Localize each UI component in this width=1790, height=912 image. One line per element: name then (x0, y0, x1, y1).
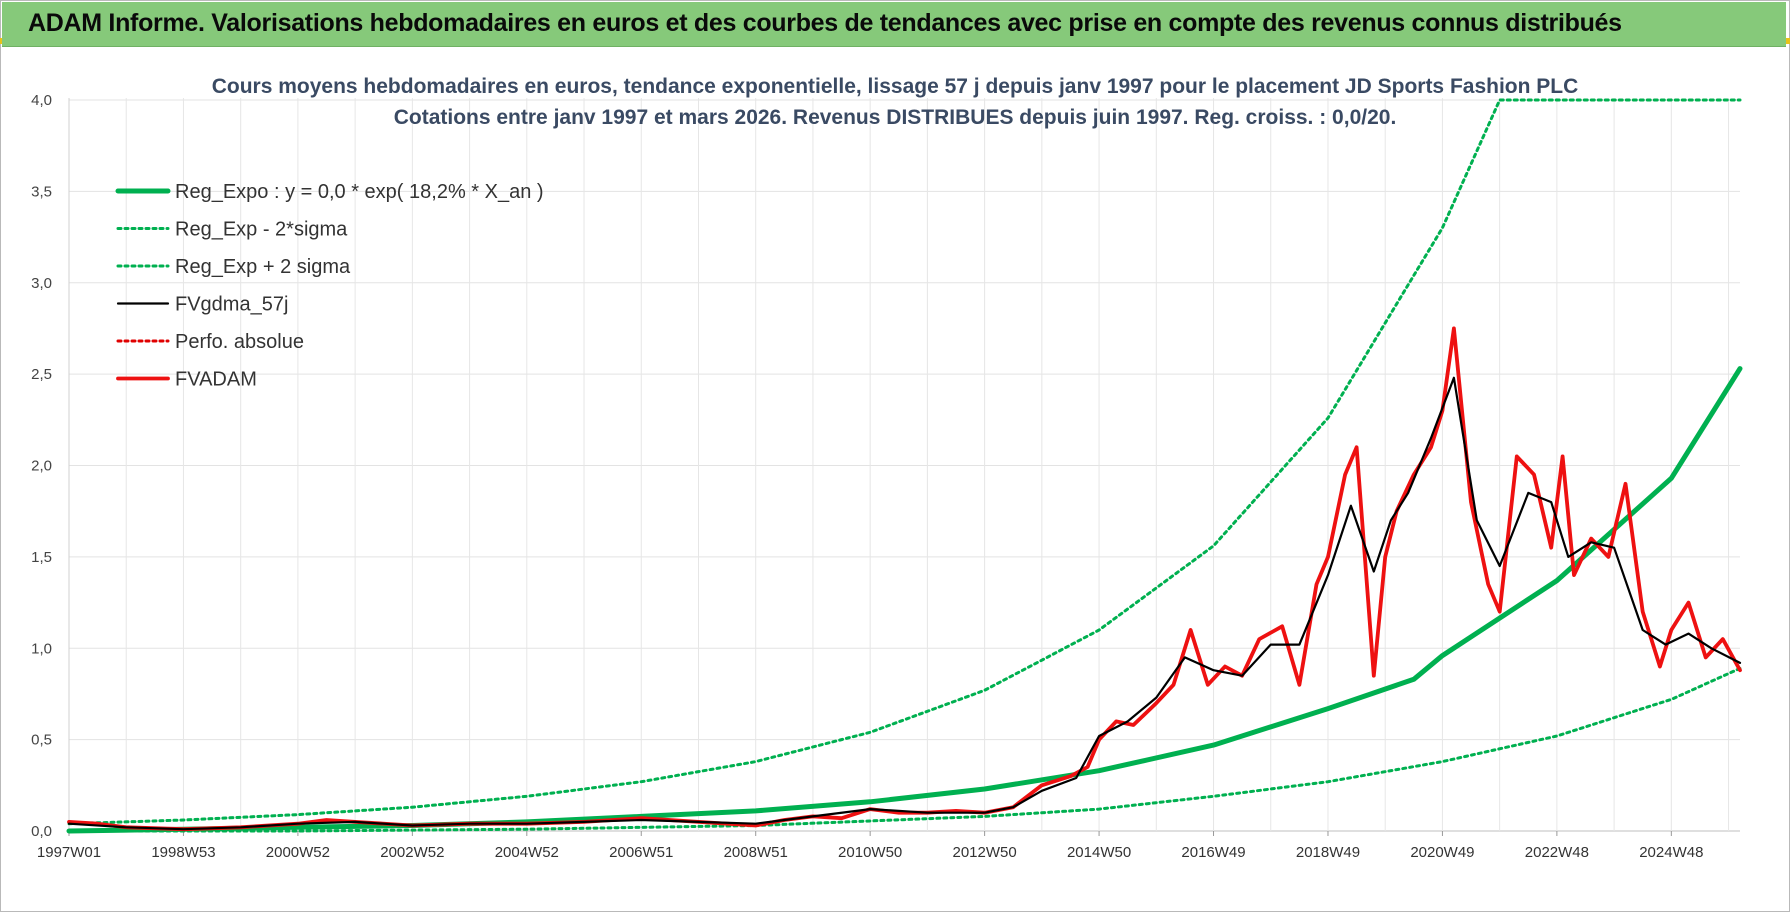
y-tick-label: 3,5 (31, 183, 52, 200)
y-tick-label: 2,5 (31, 366, 52, 383)
y-tick-label: 1,5 (31, 549, 52, 566)
x-tick-label: 2024W48 (1639, 844, 1703, 861)
report-banner: ADAM Informe. Valorisations hebdomadaire… (2, 2, 1786, 47)
legend: Reg_Expo : y = 0,0 * exp( 18,2% * X_an )… (115, 181, 544, 391)
x-tick-label: 2004W52 (495, 844, 559, 861)
y-tick-label: 1,0 (31, 640, 52, 657)
series-line-2 (67, 98, 1742, 826)
x-tick-label: 2022W48 (1525, 844, 1589, 861)
y-tick-label: 4,0 (31, 92, 52, 109)
x-tick-label: 2010W50 (838, 844, 902, 861)
report-title: ADAM Informe. Valorisations hebdomadaire… (28, 9, 1622, 37)
y-axis: 0,0 0,5 1,0 1,5 2,0 2,5 3,0 3,5 4,0 (31, 92, 52, 840)
legend-label: Reg_Exp - 2*sigma (175, 219, 348, 241)
x-tick-label: 1997W01 (37, 844, 101, 861)
x-axis: 1997W01 1998W53 2000W52 2002W52 2004W52 2006W… (37, 831, 1703, 861)
series-line-0 (66, 366, 1743, 834)
x-tick-label: 1998W53 (151, 844, 215, 861)
y-tick-label: 3,0 (31, 275, 52, 292)
x-tick-label: 2002W52 (380, 844, 444, 861)
chart-title: Cours moyens hebdomadaires en euros, ten… (212, 75, 1579, 98)
x-tick-label: 2020W49 (1410, 844, 1474, 861)
series-line-3 (67, 376, 1742, 831)
x-tick-label: 2008W51 (724, 844, 788, 861)
legend-label: Reg_Expo : y = 0,0 * exp( 18,2% * X_an ) (175, 181, 544, 203)
y-tick-label: 0,5 (31, 732, 52, 749)
x-tick-label: 2012W50 (953, 844, 1017, 861)
legend-label: Reg_Exp + 2 sigma (175, 256, 351, 278)
x-tick-label: 2018W49 (1296, 844, 1360, 861)
legend-label: Perfo. absolue (175, 331, 304, 353)
chart-grid (68, 98, 1740, 832)
plot-area (66, 98, 1743, 834)
legend-label: FVADAM (175, 369, 257, 391)
x-tick-label: 2006W51 (609, 844, 673, 861)
x-tick-label: 2000W52 (266, 844, 330, 861)
legend-label: FVgdma_57j (175, 294, 288, 316)
series-line-5 (67, 326, 1742, 832)
series-line-1 (67, 666, 1742, 833)
x-tick-label: 2016W49 (1181, 844, 1245, 861)
x-tick-label: 2014W50 (1067, 844, 1131, 861)
chart-subtitle: Cotations entre janv 1997 et mars 2026. … (394, 106, 1397, 129)
y-tick-label: 0,0 (31, 823, 52, 840)
y-tick-label: 2,0 (31, 458, 52, 475)
